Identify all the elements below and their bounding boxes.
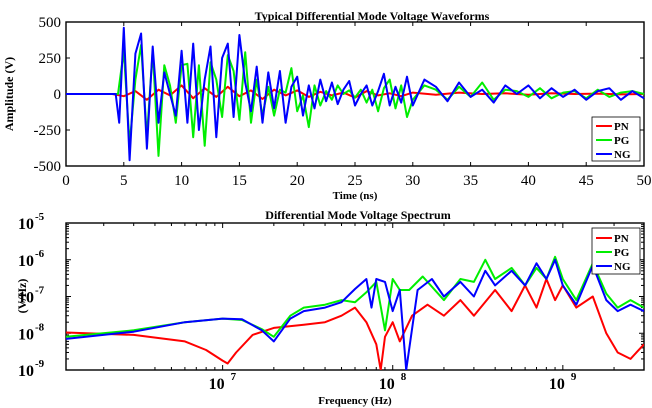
x-tick-exponent: 9 bbox=[571, 371, 577, 383]
legend-label-pn: PN bbox=[614, 233, 629, 245]
x-tick-label: 50 bbox=[637, 173, 652, 189]
y-tick-exponent: -9 bbox=[35, 358, 45, 370]
spectrum-line-pn bbox=[66, 279, 644, 370]
legend-label-ng: NG bbox=[614, 261, 631, 273]
waveform-x-label: Time (ns) bbox=[333, 190, 378, 202]
y-tick-label: 500 bbox=[39, 15, 62, 31]
waveform-x-ticks: 0 5 10 15 20 25 30 35 40 45 50 bbox=[62, 22, 651, 189]
y-tick-label: 0 bbox=[54, 87, 62, 103]
y-tick-label: -250 bbox=[34, 123, 62, 139]
y-tick-label: 10 bbox=[18, 363, 34, 380]
x-tick-exponent: 7 bbox=[231, 371, 237, 383]
x-tick-label: 0 bbox=[62, 173, 70, 189]
legend-label-pg: PG bbox=[614, 247, 630, 259]
x-tick-label: 30 bbox=[405, 173, 420, 189]
spectrum-line-ng bbox=[66, 260, 644, 370]
x-tick-label: 15 bbox=[232, 173, 247, 189]
y-tick-label: 250 bbox=[39, 51, 62, 67]
x-tick-exponent: 8 bbox=[401, 371, 407, 383]
x-tick-label: 40 bbox=[521, 173, 536, 189]
waveform-chart: Typical Differential Mode Voltage Wavefo… bbox=[2, 9, 652, 202]
x-tick-label: 10 bbox=[174, 173, 189, 189]
x-tick-label: 10 bbox=[209, 376, 225, 393]
spectrum-y-ticks: 10-510-610-710-810-9 bbox=[18, 211, 644, 380]
x-tick-label: 25 bbox=[348, 173, 363, 189]
y-tick-exponent: -7 bbox=[35, 285, 45, 297]
x-tick-label: 10 bbox=[549, 376, 565, 393]
y-tick-exponent: -5 bbox=[35, 211, 45, 223]
y-tick-label: 10 bbox=[18, 326, 34, 343]
legend-label-pg: PG bbox=[614, 135, 630, 147]
spectrum-chart: Differential Mode Voltage Spectrum 10 7 10… bbox=[15, 208, 644, 407]
y-tick-exponent: -6 bbox=[35, 248, 45, 260]
spectrum-x-label: Frequency (Hz) bbox=[318, 395, 392, 407]
waveform-title: Typical Differential Mode Voltage Wavefo… bbox=[255, 9, 490, 23]
spectrum-series bbox=[66, 257, 644, 370]
x-tick-label: 35 bbox=[463, 173, 478, 189]
legend-label-ng: NG bbox=[614, 149, 631, 161]
y-tick-label: -500 bbox=[34, 159, 62, 175]
waveform-y-label: Amplitude (V) bbox=[2, 57, 16, 131]
y-tick-exponent: -8 bbox=[35, 321, 45, 333]
waveform-series bbox=[66, 28, 644, 160]
spectrum-legend: PN PG NG bbox=[592, 228, 640, 274]
x-tick-label: 20 bbox=[290, 173, 305, 189]
y-tick-label: 10 bbox=[18, 216, 34, 233]
spectrum-title: Differential Mode Voltage Spectrum bbox=[265, 208, 450, 222]
x-tick-label: 10 bbox=[379, 376, 395, 393]
x-tick-label: 45 bbox=[579, 173, 594, 189]
waveform-legend: PN PG NG bbox=[592, 117, 640, 161]
y-tick-label: 10 bbox=[18, 253, 34, 270]
spectrum-x-ticks: 10 7 10 8 10 9 bbox=[104, 223, 644, 393]
legend-label-pn: PN bbox=[614, 121, 629, 133]
x-tick-label: 5 bbox=[120, 173, 128, 189]
spectrum-y-label: (V/Hz) bbox=[15, 279, 29, 314]
